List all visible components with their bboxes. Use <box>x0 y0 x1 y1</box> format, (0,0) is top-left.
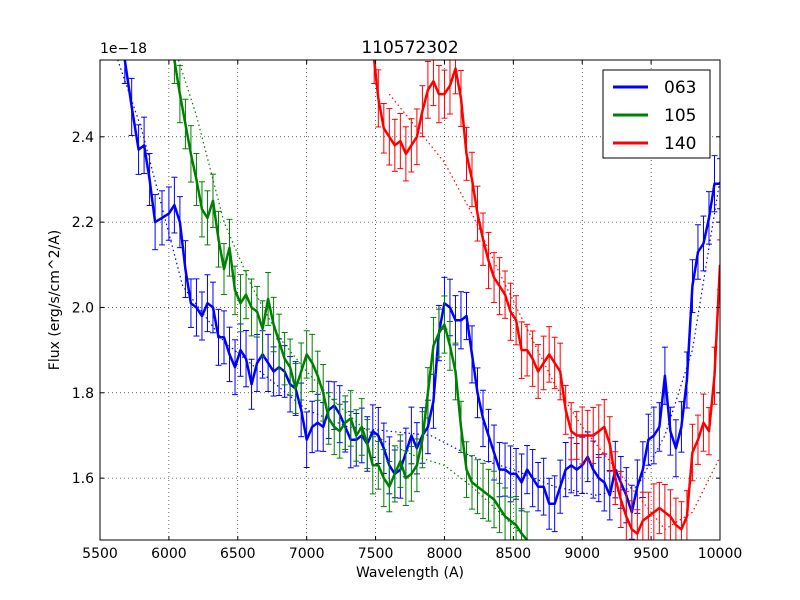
y-tick-label: 2.4 <box>72 130 94 146</box>
legend-label-140: 140 <box>664 134 696 154</box>
legend-label-105: 105 <box>664 106 696 126</box>
x-tick-labels: 5500 6000 6500 7000 7500 8000 8500 9000 9500 1000… <box>82 546 742 562</box>
x-tick-label: 9500 <box>633 546 669 562</box>
x-tick-label: 9000 <box>564 546 600 562</box>
series-line-105 <box>173 60 529 540</box>
x-tick-label: 5500 <box>82 546 118 562</box>
chart-title: 110572302 <box>361 38 458 58</box>
series-line-063 <box>123 60 720 514</box>
y-tick-label: 2.0 <box>72 300 94 316</box>
x-tick-label: 8000 <box>427 546 463 562</box>
x-tick-label: 8500 <box>496 546 532 562</box>
x-axis-label: Wavelength (A) <box>356 565 464 581</box>
y-offset-label: 1e−18 <box>100 41 147 57</box>
x-tick-label: 7000 <box>289 546 325 562</box>
ticks <box>99 60 721 540</box>
y-tick-label: 1.8 <box>72 386 94 402</box>
y-tick-label: 1.6 <box>72 471 94 487</box>
y-tick-label: 2.2 <box>72 215 94 231</box>
legend: 063 105 140 <box>602 69 711 159</box>
plot-frame <box>99 59 721 541</box>
y-tick-labels: 1.6 1.8 2.0 2.2 2.4 <box>72 130 94 487</box>
series-line-140 <box>372 60 720 535</box>
y-axis-label: Flux (erg/s/cm^2/A) <box>47 230 63 370</box>
x-tick-label: 7500 <box>358 546 394 562</box>
legend-label-063: 063 <box>664 78 696 98</box>
series-group <box>121 60 720 540</box>
x-tick-label: 6500 <box>220 546 256 562</box>
x-tick-label: 6000 <box>151 546 187 562</box>
series-105 <box>171 60 531 540</box>
x-tick-label: 10000 <box>698 546 743 562</box>
series-140 <box>371 60 720 540</box>
